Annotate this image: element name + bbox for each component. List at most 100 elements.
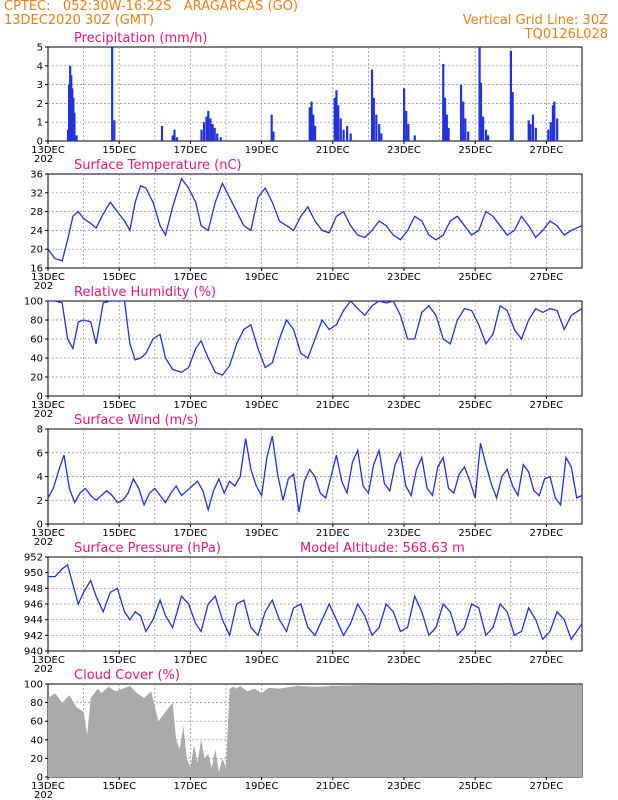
panel-title-cloud: Cloud Cover (%) xyxy=(74,668,180,683)
x-year-fragment-pressure: 202 xyxy=(34,664,53,675)
precip-bar xyxy=(459,84,463,141)
precip-bar xyxy=(308,107,311,141)
x-tick-label-pressure: 15DEC xyxy=(102,655,136,666)
y-tick-label-precip: 2 xyxy=(37,99,43,110)
y-tick-label-pressure: 942 xyxy=(24,631,43,642)
x-tick-label-wind: 17DEC xyxy=(174,528,208,539)
precip-bar xyxy=(445,114,448,141)
x-tick-label-temp: 15DEC xyxy=(102,272,136,283)
plot-frame-rh xyxy=(47,300,583,397)
series-line-temp xyxy=(47,177,583,262)
x-tick-label-wind: 25DEC xyxy=(458,528,492,539)
header-left-line2: 13DEC2020 30Z (GMT) xyxy=(4,13,155,28)
precip-bar xyxy=(529,124,532,141)
y-tick-label-precip: 0 xyxy=(37,137,43,148)
y-tick-label-rh: 40 xyxy=(30,354,43,365)
precip-bar xyxy=(219,137,222,141)
series-line-rh xyxy=(48,299,583,376)
cloud-area xyxy=(48,684,582,777)
precip-bar xyxy=(111,47,114,141)
precip-bar xyxy=(342,129,345,141)
precip-bar xyxy=(346,125,349,141)
precip-bar xyxy=(482,116,485,141)
y-tick-label-temp: 32 xyxy=(30,188,43,199)
x-tick-label-pressure: 27DEC xyxy=(530,655,564,666)
x-tick-label-temp: 21DEC xyxy=(316,272,350,283)
y-tick-label-wind: 6 xyxy=(37,448,43,459)
y-tick-label-cloud: 0 xyxy=(37,773,43,784)
x-tick-label-rh: 27DEC xyxy=(530,400,564,411)
precip-bar xyxy=(272,131,275,141)
x-tick-label-wind: 15DEC xyxy=(102,528,136,539)
y-tick-label-wind: 2 xyxy=(37,496,43,507)
x-tick-label-rh: 17DEC xyxy=(174,400,208,411)
x-tick-label-pressure: 19DEC xyxy=(245,655,279,666)
x-tick-label-cloud: 27DEC xyxy=(530,781,564,792)
precip-bar xyxy=(378,124,381,141)
precip-bar xyxy=(333,97,336,141)
panel-title-wind: Surface Wind (m/s) xyxy=(74,413,198,428)
x-tick-label-cloud: 15DEC xyxy=(102,781,136,792)
precip-bar xyxy=(216,133,219,141)
x-tick-label-cloud: 25DEC xyxy=(458,781,492,792)
y-tick-label-wind: 8 xyxy=(37,425,43,436)
x-tick-label-pressure: 21DEC xyxy=(316,655,350,666)
x-tick-label-rh: 19DEC xyxy=(245,400,279,411)
precip-bar xyxy=(312,114,315,141)
precip-bar xyxy=(213,127,216,141)
precip-bar xyxy=(75,135,78,141)
precip-bar xyxy=(403,88,406,141)
precip-bar xyxy=(547,129,550,141)
y-tick-label-pressure: 952 xyxy=(24,553,43,564)
x-tick-label-precip: 17DEC xyxy=(174,145,208,156)
precip-bar xyxy=(314,125,317,141)
y-tick-label-pressure: 948 xyxy=(24,584,43,595)
x-year-fragment-rh: 202 xyxy=(34,409,53,420)
precip-bar xyxy=(202,122,206,141)
y-tick-label-temp: 16 xyxy=(30,264,43,275)
precip-bar xyxy=(209,118,212,141)
precip-bar xyxy=(372,97,375,141)
y-tick-label-wind: 0 xyxy=(37,520,43,531)
x-tick-label-wind: 13DEC xyxy=(31,528,65,539)
precip-bar xyxy=(339,118,342,141)
precip-bar xyxy=(405,110,408,141)
y-tick-label-precip: 5 xyxy=(37,43,43,54)
y-tick-label-precip: 1 xyxy=(37,118,43,129)
x-year-fragment-wind: 202 xyxy=(34,537,53,548)
x-tick-label-rh: 13DEC xyxy=(31,400,65,411)
x-tick-label-temp: 23DEC xyxy=(387,272,421,283)
y-tick-label-rh: 20 xyxy=(30,373,43,384)
x-tick-label-rh: 25DEC xyxy=(458,400,492,411)
x-year-fragment-precip: 202 xyxy=(34,154,53,165)
precip-bar xyxy=(207,110,210,141)
y-tick-label-cloud: 100 xyxy=(24,680,43,691)
x-tick-label-temp: 25DEC xyxy=(458,272,492,283)
x-tick-label-cloud: 17DEC xyxy=(174,781,208,792)
precip-bar xyxy=(509,50,512,142)
precip-bar xyxy=(511,92,514,141)
precip-bar xyxy=(370,69,374,141)
x-tick-label-pressure: 17DEC xyxy=(174,655,208,666)
y-tick-label-pressure: 940 xyxy=(24,647,43,658)
precip-bar xyxy=(173,129,176,141)
precip-bar xyxy=(549,122,552,141)
precip-bar xyxy=(375,114,378,141)
x-year-fragment-temp: 202 xyxy=(34,281,53,292)
precip-bar xyxy=(478,47,481,141)
y-tick-label-precip: 4 xyxy=(37,61,43,72)
panel-title-rh: Relative Humidity (%) xyxy=(74,285,216,300)
header-right-line2: TQ0126L028 xyxy=(524,27,608,42)
precip-bar xyxy=(534,127,537,141)
precip-bar xyxy=(447,127,450,141)
precip-bar xyxy=(337,105,340,141)
panel-title-precip: Precipitation (mm/h) xyxy=(74,31,207,46)
precip-bar xyxy=(310,101,313,141)
header-left-line1: CPTEC: 052:30W-16:22S ARAGARCAS (GO) xyxy=(4,0,299,14)
panel-annotation-pressure: Model Altitude: 568.63 m xyxy=(300,541,465,556)
precip-bar xyxy=(171,135,174,141)
series-line-pressure xyxy=(48,563,583,641)
y-tick-label-cloud: 60 xyxy=(30,717,43,728)
x-tick-label-precip: 19DEC xyxy=(245,145,279,156)
y-tick-label-cloud: 20 xyxy=(30,754,43,765)
